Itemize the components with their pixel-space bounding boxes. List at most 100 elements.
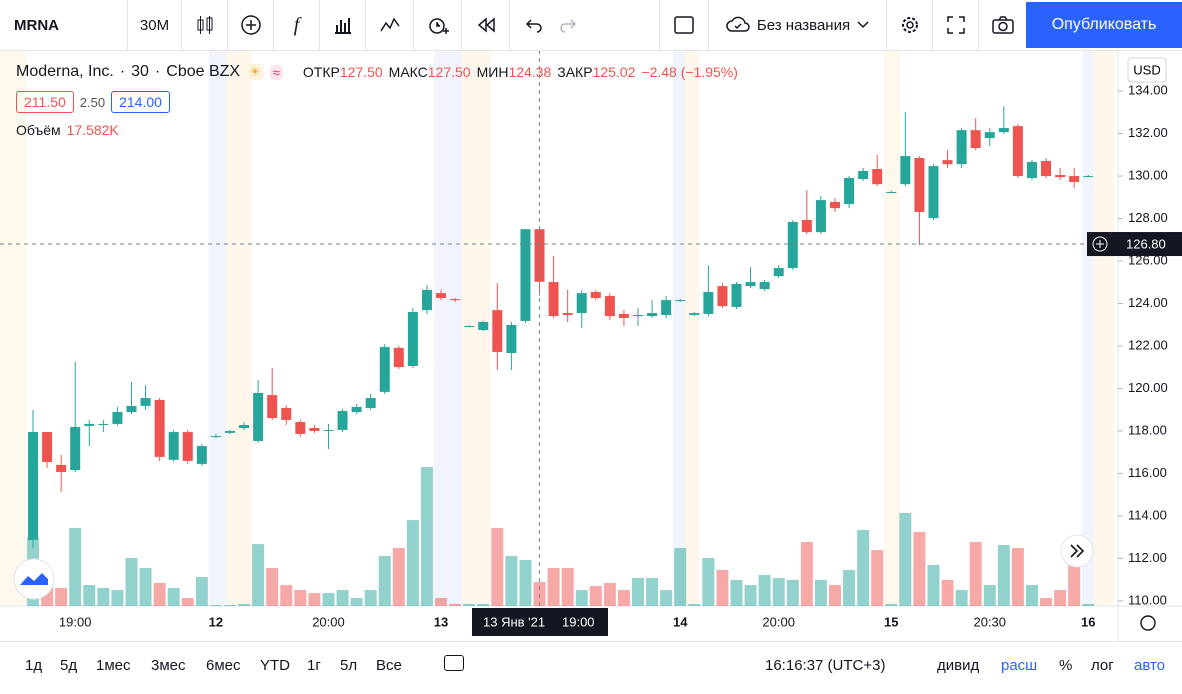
- volume-bar: [603, 582, 616, 606]
- body: [506, 324, 517, 354]
- ohlc-label: ЗАКР: [557, 64, 593, 80]
- body: [393, 347, 404, 368]
- range-button[interactable]: 3мес: [151, 657, 186, 674]
- body: [801, 220, 812, 233]
- body: [703, 292, 714, 314]
- icon[interactable]: [320, 0, 366, 50]
- body: [323, 429, 334, 431]
- scale-option[interactable]: %: [1059, 657, 1073, 674]
- icon[interactable]: [887, 0, 933, 50]
- body: [168, 432, 179, 460]
- ohlc-label: МАКС: [388, 64, 428, 80]
- range-button[interactable]: 5д: [60, 657, 78, 674]
- ohlc-value: 127.50: [339, 64, 383, 80]
- volume-bar: [814, 579, 827, 606]
- interval[interactable]: 30M: [128, 0, 182, 50]
- volume-bar: [280, 584, 293, 606]
- volume-bar: [702, 557, 715, 606]
- range-button[interactable]: 1д: [25, 657, 43, 674]
- body: [647, 313, 658, 317]
- x-tick-label: 15: [884, 614, 898, 629]
- body: [154, 399, 165, 457]
- body: [365, 398, 376, 409]
- crosshair-plus: [1096, 240, 1104, 249]
- range-button[interactable]: Все: [376, 657, 402, 674]
- range-button[interactable]: 5л: [340, 657, 358, 674]
- volume-bar: [547, 567, 560, 606]
- volume-bar: [83, 584, 96, 606]
- settings-icon[interactable]: [1140, 615, 1156, 631]
- y-tick-label: 132.00: [1128, 125, 1168, 140]
- legend: Moderna, Inc. · 30 · Cboe BZX ☀ ≈ ОТКР 127.50 …: [16, 63, 738, 138]
- ask[interactable]: 214.00: [111, 91, 170, 113]
- body: [844, 177, 855, 205]
- body: [633, 314, 644, 317]
- body: [815, 200, 826, 233]
- crosshair-date: 13 Янв '21: [483, 614, 545, 629]
- body: [618, 313, 629, 318]
- scale-option[interactable]: расш: [1001, 657, 1038, 674]
- volume-bar: [1011, 548, 1024, 606]
- body: [281, 408, 292, 420]
- clock[interactable]: 16:16:37 (UTC+3): [765, 657, 886, 674]
- ohlc-value: 127.50: [427, 64, 471, 80]
- body: [407, 312, 418, 366]
- body: [196, 446, 207, 464]
- scale-option[interactable]: авто: [1134, 657, 1166, 674]
- icon[interactable]: f: [274, 0, 320, 50]
- icon[interactable]: [979, 0, 1026, 50]
- volume-bar: [55, 587, 68, 606]
- volume-bar: [252, 544, 265, 606]
- volume-bar: [969, 542, 982, 606]
- range-button[interactable]: 6мес: [206, 657, 241, 674]
- ohlc-label: ОТКР: [302, 64, 340, 80]
- y-tick-label: 124.00: [1128, 295, 1168, 310]
- date-range-icon[interactable]: [444, 655, 464, 671]
- icon[interactable]: [228, 0, 274, 50]
- icon[interactable]: [366, 0, 414, 50]
- volume-bar: [716, 569, 729, 606]
- volume-bar: [364, 590, 377, 606]
- icon[interactable]: [414, 0, 462, 50]
- symbol[interactable]: MRNA: [0, 0, 128, 50]
- range-button[interactable]: 1г: [307, 657, 321, 674]
- volume-bar: [772, 578, 785, 606]
- icon[interactable]: [182, 0, 228, 50]
- logo[interactable]: [13, 558, 55, 600]
- body: [1055, 174, 1066, 178]
- y-tick-label: 118.00: [1128, 422, 1167, 437]
- volume-bar: [420, 467, 433, 606]
- body: [984, 132, 995, 139]
- volume-bar: [899, 512, 912, 606]
- body: [590, 292, 601, 298]
- publish-button[interactable]: Опубликовать: [1026, 2, 1182, 48]
- body: [210, 436, 221, 438]
- scale-option[interactable]: дивид: [937, 657, 980, 674]
- y-tick-label: 110.00: [1128, 592, 1167, 607]
- undo-redo[interactable]: [510, 0, 592, 50]
- body: [464, 326, 475, 328]
- volume-bar: [674, 548, 687, 606]
- body: [914, 158, 925, 212]
- body: [675, 300, 686, 302]
- currency-box[interactable]: [1127, 57, 1167, 83]
- toolbar: MRNA 30M f Без названия Опубликовать: [0, 0, 1182, 51]
- scale-option[interactable]: лог: [1091, 657, 1114, 674]
- body: [745, 282, 756, 287]
- bid[interactable]: 211.50: [16, 91, 74, 113]
- icon[interactable]: [659, 0, 709, 50]
- volume-bar: [392, 548, 405, 606]
- icon[interactable]: [933, 0, 979, 50]
- volume-bar: [575, 590, 588, 606]
- bottom-bar: 1д 5д 1мес 3мес 6мес YTD 1г 5л Все 16:16:37 (UTC+…: [0, 641, 1182, 694]
- range-button[interactable]: 1мес: [96, 657, 131, 674]
- range-button[interactable]: YTD: [260, 657, 290, 674]
- body: [182, 432, 193, 461]
- ohlc-value: 125.02: [592, 64, 636, 80]
- icon[interactable]: [462, 0, 510, 50]
- body: [70, 426, 81, 471]
- layout[interactable]: Без названия: [709, 0, 887, 50]
- volume-bar: [744, 584, 757, 606]
- body: [520, 229, 531, 321]
- body: [436, 293, 447, 298]
